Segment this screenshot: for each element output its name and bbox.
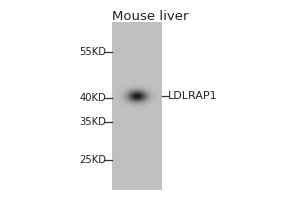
Text: 35KD: 35KD [79,117,106,127]
Text: Mouse liver: Mouse liver [112,10,188,23]
Text: 55KD: 55KD [79,47,106,57]
Bar [112,22,162,190]
Text: 25KD: 25KD [79,155,106,165]
Text: LDLRAP1: LDLRAP1 [168,91,218,101]
Text: 40KD: 40KD [79,93,106,103]
